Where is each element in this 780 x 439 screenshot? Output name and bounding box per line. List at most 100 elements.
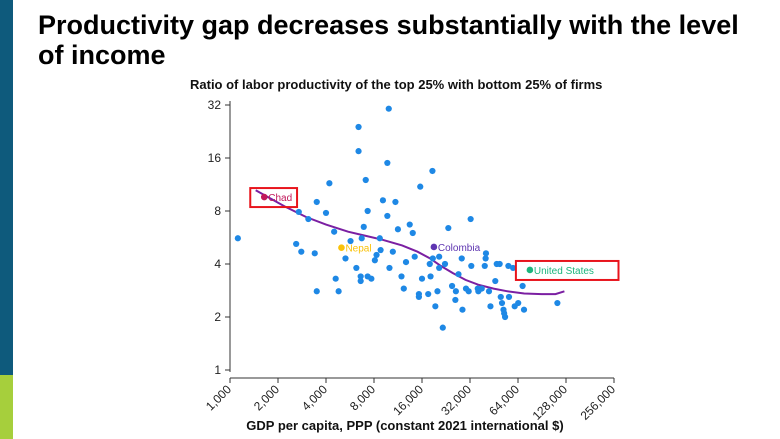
data-point [342,255,349,262]
data-point [505,293,513,301]
data-point [467,215,474,223]
x-axis-label: GDP per capita, PPP (constant 2021 inter… [246,418,564,433]
data-point [468,262,475,270]
data-point [554,299,561,307]
data-point [415,293,423,301]
data-point [377,246,384,254]
data-point [482,250,490,257]
highlight-label-united-states: United States [534,266,594,277]
highlight-colombia: Colombia [430,243,481,254]
data-point [439,324,446,331]
x-tick-label: 256,000 [578,382,619,423]
data-point [353,264,360,272]
data-point [519,282,526,290]
data-point [362,176,369,184]
data-point [485,288,493,295]
data-point [425,290,432,298]
highlight-point-colombia [430,243,438,251]
data-point [347,237,354,245]
data-point [305,215,312,223]
data-point [295,208,302,216]
data-point [357,273,364,280]
data-point [487,303,494,310]
data-point [326,180,333,187]
data-point [436,253,443,260]
data-point [373,251,380,259]
x-tick-label: 1,000 [203,382,234,413]
data-point [418,275,426,282]
y-tick-label: 32 [208,98,222,112]
data-point [452,296,459,304]
sidebar-accent-top [0,0,13,375]
data-point [357,277,364,285]
data-point [445,224,452,232]
data-point [313,288,320,295]
x-tick-label: 4,000 [299,382,330,413]
data-point [520,306,528,313]
data-point [358,235,365,242]
data-point [386,264,393,272]
data-point [429,167,436,175]
data-point [234,235,241,242]
data-point [497,293,504,301]
data-point [371,257,378,264]
data-point [426,260,433,268]
y-tick-label: 16 [208,151,222,165]
highlight-point-nepal [338,244,345,252]
data-point [465,288,472,295]
data-point [376,235,383,242]
data-point [427,273,434,280]
slide-title: Productivity gap decreases substantially… [38,10,739,70]
y-tick-label: 2 [214,310,221,324]
data-point [452,288,459,295]
data-point [384,159,391,167]
data-point [429,255,436,262]
data-point [400,285,407,292]
data-point [379,197,387,204]
data-point [293,240,300,248]
highlight-point-chad [260,193,268,201]
x-tick-label: 2,000 [251,382,282,413]
x-tick-label: 8,000 [347,382,378,413]
data-point [389,248,396,255]
data-point [409,229,416,237]
data-point [313,198,320,206]
data-point [322,209,330,217]
data-point [501,313,509,321]
y-tick-label: 8 [214,204,221,218]
data-point [392,198,399,206]
highlight-label-colombia: Colombia [438,243,481,254]
data-point [298,248,305,255]
data-points [234,105,561,331]
data-point [436,264,443,272]
data-point [458,255,465,262]
data-point [459,306,466,313]
data-point [509,264,517,272]
data-point [398,273,405,280]
data-point [355,123,362,131]
data-point [355,148,362,155]
y-tick-label: 4 [214,257,221,271]
data-point [498,299,506,307]
data-point [455,271,462,278]
data-point [360,223,367,230]
data-point [406,221,413,228]
highlight-box-chad [249,187,299,209]
data-point [481,262,488,270]
highlighted-countries: Chad Nepal Colombia United States [249,187,620,281]
data-point [394,226,402,233]
highlight-chad: Chad [249,187,299,209]
x-tick-label: 128,000 [530,382,571,423]
data-point [335,288,342,295]
chart-title: Ratio of labor productivity of the top 2… [190,77,603,92]
data-point [411,253,418,260]
highlight-nepal: Nepal [338,244,372,255]
data-point [441,260,449,268]
data-point [478,285,485,292]
data-point [434,288,441,295]
data-point [417,183,424,190]
sidebar-accent-bottom [0,375,13,439]
highlight-label-nepal: Nepal [345,244,371,255]
data-point [311,250,318,257]
